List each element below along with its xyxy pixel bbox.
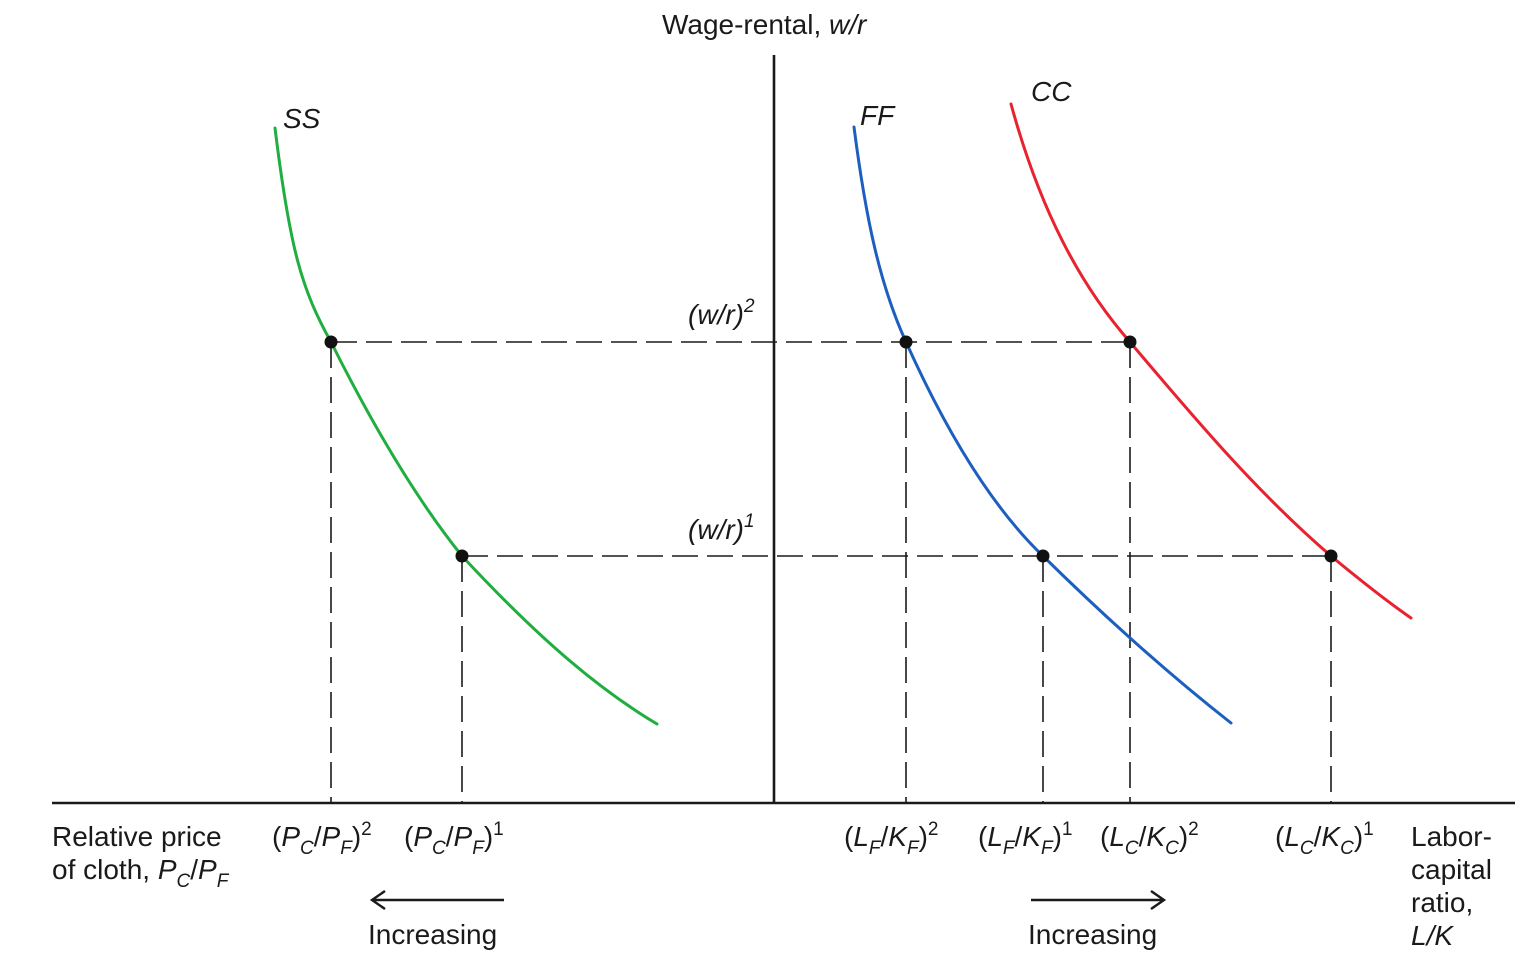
tick-label-lckc-1: (LC/KC)1 [1275,819,1374,859]
svg-text:Labor-: Labor- [1411,821,1492,852]
wage-level-2-label: (w/r)2 [688,296,755,330]
svg-text:Relative price: Relative price [52,821,222,852]
tick-label-lckc-2: (LC/KC)2 [1100,819,1199,859]
ff-curve [852,125,1233,725]
tick-label-lfkf-1: (LF/KF)1 [978,819,1073,859]
ss-curve [273,126,659,726]
svg-text:Increasing: Increasing [368,919,497,950]
right-axis-title: Labor- capital ratio, L/K [1411,821,1492,951]
left-axis-title: Relative price of cloth, PC/PF [52,821,230,892]
svg-text:capital: capital [1411,854,1492,885]
wage-level-1-label: (w/r)1 [688,511,755,545]
svg-text:of cloth, PC/PF: of cloth, PC/PF [52,854,230,892]
right-increasing-arrow: Increasing [1028,890,1167,950]
cc-curve [1009,102,1413,620]
svg-text:ratio,: ratio, [1411,887,1473,918]
ss-label: SS [283,103,321,134]
svg-text:Increasing: Increasing [1028,919,1157,950]
tick-label-pcpf-2: (PC/PF)2 [272,819,372,859]
arrow-left-head-icon [369,890,386,910]
cc-point-2 [1123,335,1137,349]
ss-point-2 [324,335,338,349]
left-increasing-arrow: Increasing [368,890,504,950]
tick-label-pcpf-1: (PC/PF)1 [404,819,504,859]
cc-point-1 [1324,549,1338,563]
svg-text:L/K: L/K [1411,920,1454,951]
vertical-axis-title: Wage-rental, w/r [662,9,868,40]
ff-point-1 [1036,549,1050,563]
ff-label: FF [860,100,896,131]
tick-label-lfkf-2: (LF/KF)2 [844,819,939,859]
guide-lines [330,341,1332,803]
ss-point-1 [455,549,469,563]
arrow-right-head-icon [1150,890,1167,910]
ff-point-2 [899,335,913,349]
cc-label: CC [1031,76,1072,107]
